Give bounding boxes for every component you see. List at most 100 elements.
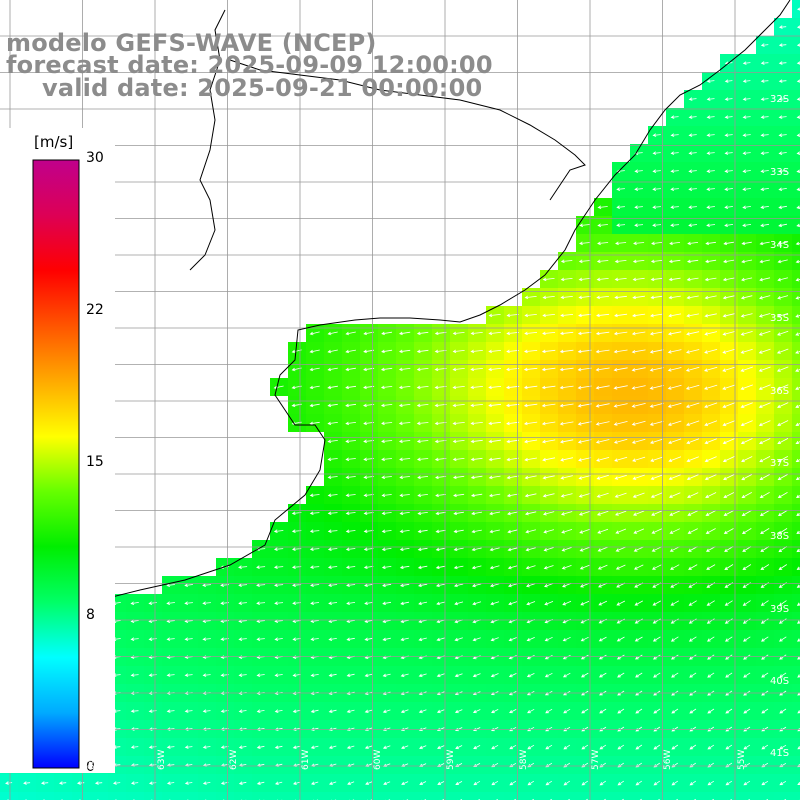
wind-arrow <box>742 169 751 173</box>
wind-arrow <box>274 709 283 713</box>
wind-arrow <box>706 133 715 137</box>
wind-arrow <box>778 61 787 65</box>
lon-label: 60W <box>373 749 383 770</box>
wind-arrow <box>613 385 628 390</box>
wind-arrow <box>508 673 517 678</box>
wind-arrow <box>470 349 483 354</box>
wind-speed-cell <box>792 108 800 126</box>
wind-arrow <box>653 744 661 750</box>
wind-arrow <box>671 708 679 714</box>
wind-arrow <box>595 439 610 444</box>
wind-arrow <box>577 385 592 390</box>
wind-arrow <box>670 187 679 191</box>
wind-arrow <box>688 133 697 137</box>
wind-arrow <box>758 313 771 318</box>
wind-arrow <box>742 564 752 570</box>
wind-arrow <box>364 673 373 678</box>
wind-arrow <box>707 708 715 714</box>
wind-speed-cell <box>738 792 756 800</box>
wind-arrow <box>706 97 715 101</box>
wind-speed-cell <box>792 432 800 450</box>
wind-arrow <box>650 492 663 498</box>
wind-speed-cell <box>792 450 800 468</box>
wind-arrow <box>346 619 355 623</box>
wind-arrow <box>435 475 447 480</box>
wind-arrow <box>686 277 699 282</box>
wind-arrow <box>689 672 697 678</box>
wind-arrow <box>652 636 661 642</box>
wind-arrow <box>526 637 535 642</box>
wind-arrow <box>634 654 643 660</box>
wind-arrow <box>345 367 356 372</box>
wind-arrow <box>706 151 715 155</box>
wind-arrow <box>166 601 175 605</box>
wind-arrow <box>740 438 753 445</box>
wind-arrow <box>741 492 752 498</box>
wind-arrow <box>760 97 769 101</box>
wind-arrow <box>509 709 517 714</box>
wind-arrow <box>760 151 769 155</box>
wind-arrow <box>597 528 609 534</box>
wind-arrow <box>670 205 679 209</box>
wind-arrow <box>667 349 682 354</box>
wind-arrow <box>542 277 555 282</box>
lat-label: 32S <box>770 94 790 105</box>
wind-arrow <box>489 511 501 516</box>
wind-speed-cell <box>18 792 36 800</box>
wind-arrow <box>399 475 410 480</box>
wind-arrow <box>40 781 49 785</box>
wind-arrow <box>327 511 338 515</box>
wind-arrow <box>724 600 733 606</box>
wind-arrow <box>596 277 609 282</box>
wind-arrow <box>650 474 663 480</box>
wind-arrow <box>724 97 733 101</box>
wind-arrow <box>578 259 591 264</box>
wind-arrow <box>652 133 661 137</box>
wind-arrow <box>776 384 789 390</box>
wind-arrow <box>507 511 519 516</box>
wind-arrow <box>560 259 573 264</box>
wind-arrow <box>724 79 733 83</box>
wind-arrow <box>760 43 769 47</box>
wind-arrow <box>579 223 590 228</box>
wind-arrow <box>202 673 211 677</box>
wind-arrow <box>238 637 247 641</box>
wind-arrow <box>760 133 769 137</box>
wind-arrow <box>256 673 265 677</box>
wind-arrow <box>707 744 715 750</box>
wind-arrow <box>725 780 733 786</box>
wind-arrow <box>452 475 465 480</box>
wind-arrow <box>740 295 753 300</box>
wind-arrow <box>667 402 682 408</box>
wind-arrow <box>328 583 338 587</box>
wind-arrow <box>382 637 391 642</box>
wind-arrow <box>650 313 664 318</box>
wind-arrow <box>577 421 592 426</box>
wind-speed-cell <box>0 792 18 800</box>
wind-arrow <box>596 457 610 462</box>
wind-arrow <box>631 385 646 390</box>
wind-arrow <box>381 475 392 480</box>
wind-arrow <box>651 510 663 516</box>
wind-arrow <box>470 421 483 426</box>
wind-arrow <box>238 781 247 785</box>
wind-arrow <box>436 637 445 642</box>
wind-arrow <box>327 547 338 551</box>
wind-arrow <box>166 673 175 677</box>
wind-speed-cell <box>792 18 800 36</box>
wind-arrow <box>668 492 681 498</box>
lon-label: 63W <box>157 749 167 770</box>
wind-arrow <box>797 746 800 750</box>
wind-arrow <box>649 385 664 390</box>
wind-arrow <box>777 438 789 444</box>
wind-arrow <box>617 672 625 678</box>
wind-arrow <box>292 673 301 677</box>
wind-arrow <box>365 781 373 785</box>
wind-arrow <box>238 583 248 587</box>
wind-speed-cell <box>198 792 216 800</box>
wind-arrow <box>580 636 589 642</box>
wind-arrow <box>506 331 519 336</box>
wind-arrow <box>507 583 518 588</box>
wind-speed-cell <box>792 738 800 756</box>
wind-arrow <box>597 546 608 552</box>
